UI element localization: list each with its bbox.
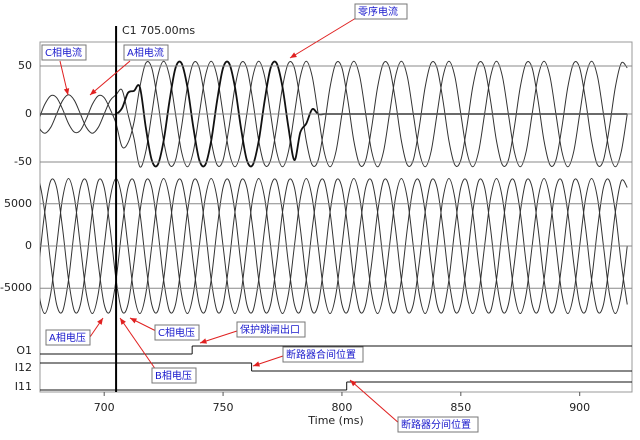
- annotation-box: [236, 321, 306, 338]
- annotation-arrowhead: [290, 52, 297, 58]
- x-axis-label: Time (ms): [307, 414, 363, 427]
- y-tick-label: 0: [25, 239, 32, 252]
- waveform-line: [40, 177, 628, 315]
- y-tick-label: -5000: [0, 281, 32, 294]
- annotation-arrow: [199, 329, 241, 344]
- annotation-arrowhead: [350, 380, 357, 387]
- y-tick-label: 0: [25, 107, 32, 120]
- annotation-box: [397, 416, 479, 433]
- waveform-line: [40, 178, 628, 314]
- annotation-arrowhead: [130, 318, 137, 324]
- annotation-arrow: [119, 317, 157, 371]
- annotation-arrowhead: [90, 88, 97, 95]
- waveform-area: [40, 60, 632, 391]
- annotation-arrow: [89, 60, 131, 96]
- annotation-arrowhead: [97, 318, 103, 325]
- channel-label: I11: [15, 380, 32, 393]
- annotation-arrowhead: [63, 88, 70, 95]
- x-tick-label: 800: [331, 401, 352, 414]
- annotation-text: 断路器分间位置: [401, 418, 471, 431]
- annotation-text: B相电压: [155, 369, 192, 382]
- annotation-text: C相电流: [45, 46, 82, 59]
- annotation-box: [154, 324, 200, 341]
- channel-label: I12: [15, 361, 32, 374]
- annotation-text: C相电压: [158, 326, 195, 339]
- annotation-box: [123, 44, 169, 61]
- channel-label: O1: [16, 344, 32, 357]
- x-tick-label: 700: [94, 401, 115, 414]
- annotation-text: 零序电流: [358, 5, 398, 18]
- annotation-arrow: [289, 17, 357, 59]
- y-tick-label: 5000: [4, 197, 32, 210]
- annotation-text: 保护跳闸出口: [240, 323, 300, 336]
- annotation-text: 断路器合间位置: [286, 348, 356, 361]
- annotation-box: [45, 329, 91, 346]
- annotation-box: [354, 3, 408, 20]
- x-tick-label: 850: [450, 401, 471, 414]
- waveform-line: [40, 61, 628, 167]
- annotation-box: [282, 346, 364, 363]
- x-tick-label: 900: [569, 401, 590, 414]
- annotation-text: A相电压: [49, 331, 86, 344]
- plot-frame: [39, 41, 633, 393]
- annotation-arrowhead: [200, 338, 207, 344]
- annotation-text: A相电流: [127, 46, 164, 59]
- y-tick-label: 50: [18, 59, 32, 72]
- x-tick-label: 750: [213, 401, 234, 414]
- y-tick-label: -50: [14, 155, 32, 168]
- annotation-arrowhead: [120, 318, 126, 325]
- annotation-arrowhead: [253, 361, 260, 367]
- cursor-label: C1 705.00ms: [122, 24, 195, 37]
- annotation-arrow: [349, 379, 401, 425]
- annotation-box: [151, 367, 197, 384]
- annotation-box: [41, 44, 87, 61]
